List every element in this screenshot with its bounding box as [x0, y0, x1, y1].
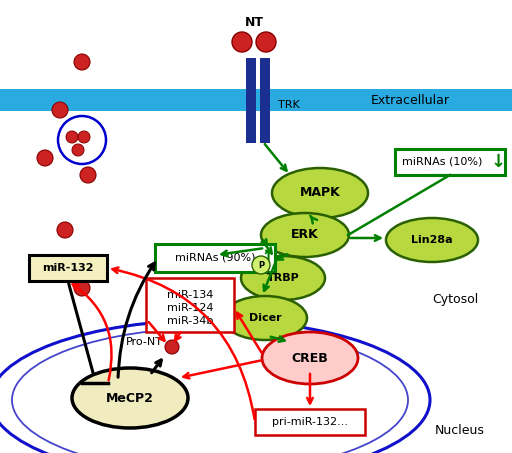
Circle shape [78, 131, 90, 143]
Text: P: P [258, 260, 264, 270]
Circle shape [66, 131, 78, 143]
Bar [146, 278, 234, 332]
Circle shape [80, 167, 96, 183]
Bar [255, 409, 365, 435]
Circle shape [52, 102, 68, 118]
Bar [29, 255, 107, 281]
Text: pri-miR-132...: pri-miR-132... [272, 417, 348, 427]
Text: TRBP: TRBP [267, 273, 300, 283]
Circle shape [232, 32, 252, 52]
Text: Dicer: Dicer [249, 313, 281, 323]
Circle shape [74, 54, 90, 70]
Text: miRNAs (10%): miRNAs (10%) [402, 157, 482, 167]
Ellipse shape [262, 332, 358, 384]
Text: ERK: ERK [291, 228, 319, 241]
Bar [155, 244, 275, 272]
Text: ↓: ↓ [490, 153, 505, 171]
Ellipse shape [272, 168, 368, 218]
Circle shape [256, 32, 276, 52]
Ellipse shape [386, 218, 478, 262]
Text: miR-134: miR-134 [167, 290, 213, 300]
Circle shape [74, 280, 90, 296]
Ellipse shape [72, 368, 188, 428]
Text: miR-124: miR-124 [167, 303, 214, 313]
Text: CREB: CREB [292, 352, 328, 365]
Text: Lin28a: Lin28a [411, 235, 453, 245]
Text: miR-34b: miR-34b [167, 316, 213, 326]
Text: Extracellular: Extracellular [371, 95, 450, 107]
Circle shape [72, 144, 84, 156]
Bar [0, 89, 512, 111]
Bar [260, 58, 270, 143]
Circle shape [165, 340, 179, 354]
Circle shape [57, 222, 73, 238]
Text: Cytosol: Cytosol [432, 294, 478, 307]
Text: MeCP2: MeCP2 [106, 391, 154, 405]
Circle shape [37, 150, 53, 166]
Ellipse shape [261, 213, 349, 257]
Circle shape [252, 256, 270, 274]
Text: NT: NT [245, 15, 264, 29]
Text: TRK: TRK [278, 100, 300, 110]
Ellipse shape [223, 296, 307, 340]
Ellipse shape [241, 256, 325, 300]
Text: Nucleus: Nucleus [435, 424, 485, 437]
Bar [246, 58, 256, 143]
Text: MAPK: MAPK [300, 187, 340, 199]
Text: ↑: ↑ [261, 249, 275, 267]
Text: miR-132: miR-132 [42, 263, 94, 273]
Text: Pro-NT: Pro-NT [126, 337, 163, 347]
Bar [395, 149, 505, 175]
Text: miRNAs (90%): miRNAs (90%) [175, 253, 255, 263]
